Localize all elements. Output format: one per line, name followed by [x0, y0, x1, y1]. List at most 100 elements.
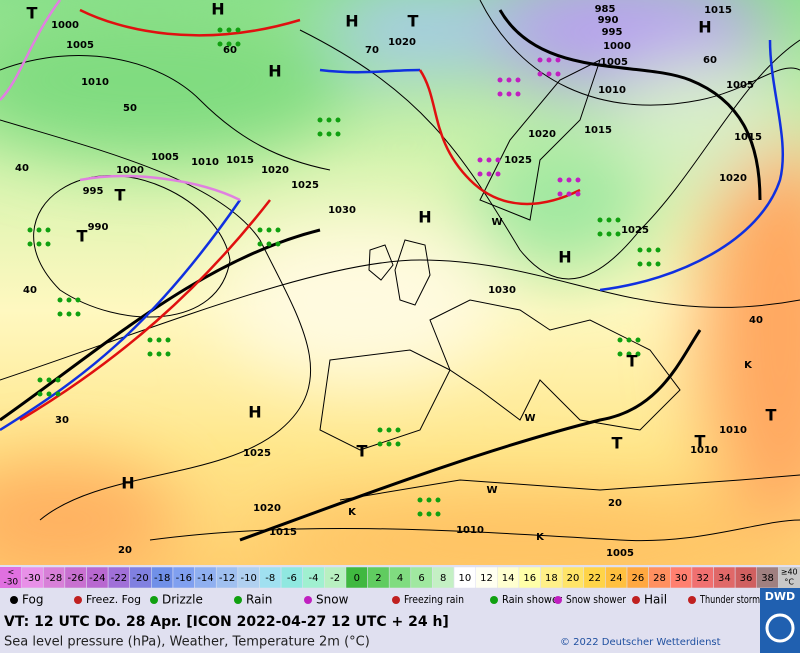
copyright: © 2022 Deutscher Wetterdienst [560, 637, 721, 648]
scale-label: -4 [309, 573, 319, 584]
symbol-icon [234, 596, 242, 604]
scale-label: 6 [418, 573, 424, 584]
weather-dot [606, 231, 612, 237]
isobar-label: 20 [118, 545, 132, 556]
weather-dot [156, 337, 162, 343]
isobar-label: 1015 [584, 125, 612, 136]
weather-dot [486, 157, 492, 163]
isobar-label: 1020 [261, 165, 289, 176]
isobar-label: 1005 [600, 57, 628, 68]
isobar-label: 60 [223, 45, 237, 56]
weather-dot [326, 117, 332, 123]
pressure-system: T [766, 406, 777, 425]
isobar-label: 1005 [151, 152, 179, 163]
scale-label: -28 [46, 573, 62, 584]
weather-dot [36, 241, 42, 247]
symbol-label: Freez. Fog [86, 594, 141, 606]
weather-dot [477, 171, 483, 177]
weather-dot [75, 311, 81, 317]
weather-dot [165, 351, 171, 357]
isobar-label: 985 [595, 4, 616, 15]
symbol-label: Rain [246, 593, 272, 607]
symbol-icon [10, 596, 18, 604]
weather-dot [575, 191, 581, 197]
weather-dot [497, 91, 503, 97]
scale-label: 30 [675, 573, 688, 584]
isobar-label: 70 [365, 45, 379, 56]
isobar-label: 1015 [734, 132, 762, 143]
weather-dot [217, 41, 223, 47]
weather-dot [27, 227, 33, 233]
isobar-label: K [536, 532, 545, 543]
weather-dot [217, 27, 223, 33]
weather-dot [426, 511, 432, 517]
weather-dot [275, 241, 281, 247]
weather-dot [37, 391, 43, 397]
weather-dot [36, 227, 42, 233]
symbol-label: Rain shower [502, 594, 563, 606]
isobar-label: 40 [15, 163, 29, 174]
coastlines [319, 59, 800, 501]
isobar-label: 1025 [621, 225, 649, 236]
weather-dot [147, 337, 153, 343]
isobar-label: 20 [608, 498, 622, 509]
symbol-icon [688, 596, 696, 604]
isobar-label: W [524, 413, 535, 424]
weather-dot [615, 231, 621, 237]
scale-label: 34 [718, 573, 731, 584]
weather-dot [66, 297, 72, 303]
scale-label: 8 [440, 573, 446, 584]
symbol-label: Thunder storm [699, 594, 760, 606]
symbol-icon [392, 596, 400, 604]
weather-dot [566, 177, 572, 183]
scale-label: -12 [219, 573, 235, 584]
isobar-label: 1025 [243, 448, 271, 459]
isobar-label: 1005 [726, 80, 754, 91]
weather-dot [597, 217, 603, 223]
weather-dot [566, 191, 572, 197]
scale-label: 32 [696, 573, 709, 584]
scale-label: 4 [397, 573, 403, 584]
weather-dot [637, 261, 643, 267]
isobar-label: 1020 [253, 503, 281, 514]
scale-label: -2 [330, 573, 340, 584]
weather-dot [27, 241, 33, 247]
weather-dot [266, 241, 272, 247]
weather-dot [506, 77, 512, 83]
symbol-label: Snow [316, 593, 349, 607]
isobar-label: 1010 [690, 445, 718, 456]
isobar-label: K [744, 360, 753, 371]
pressure-system: T [627, 352, 638, 371]
weather-dot [617, 351, 623, 357]
isobar-label: 30 [55, 415, 69, 426]
weather-dot [275, 227, 281, 233]
weather-dot [147, 351, 153, 357]
weather-dot [257, 227, 263, 233]
scale-label: 14 [502, 573, 515, 584]
weather-dot [537, 71, 543, 77]
scale-label: 20 [567, 573, 580, 584]
symbol-label: Drizzle [162, 593, 203, 607]
weather-dot [655, 261, 661, 267]
weather-dot [417, 497, 423, 503]
isobar-label: K [348, 507, 357, 518]
logo: DWD [765, 590, 795, 603]
weather-dot [386, 441, 392, 447]
weather-dot [46, 377, 52, 383]
scale-label: -16 [176, 573, 192, 584]
weather-dot [426, 497, 432, 503]
weather-dot [435, 511, 441, 517]
weather-dot [575, 177, 581, 183]
pressure-system: T [115, 186, 126, 205]
weather-dot [226, 27, 232, 33]
weather-dot [606, 217, 612, 223]
isobar-label: 1005 [66, 40, 94, 51]
scale-label: 0 [354, 573, 360, 584]
isobar-label: 50 [123, 103, 137, 114]
scale-label: -14 [197, 573, 213, 584]
weather-dot [257, 241, 263, 247]
weather-dot [597, 231, 603, 237]
isobar-label: 990 [598, 15, 619, 26]
scale-label: -22 [111, 573, 127, 584]
